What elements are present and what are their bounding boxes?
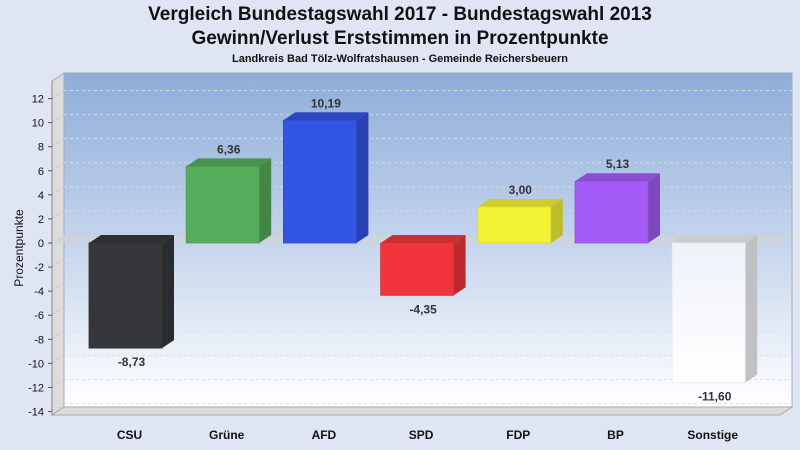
bar-front (477, 206, 552, 244)
y-tick-label: -10 (28, 358, 44, 370)
bar-side (356, 112, 369, 243)
data-label: 5,13 (606, 157, 630, 171)
bar-side (162, 235, 174, 349)
y-tick-label: -6 (34, 310, 44, 322)
gridline-diagonal (51, 306, 65, 316)
floor (50, 406, 794, 416)
y-tick-label: 10 (32, 118, 44, 130)
bar-csu (88, 235, 174, 349)
bar-afd (282, 112, 369, 244)
x-tick-label: SPD (409, 428, 434, 442)
bar-sonstige (671, 235, 758, 384)
y-tick-label: 2 (38, 214, 44, 226)
side-wall (51, 72, 65, 416)
bar-front (671, 242, 746, 384)
data-label: -8,73 (118, 355, 146, 369)
y-axis-label: Prozentpunkte (12, 209, 26, 287)
bar-top (283, 112, 369, 121)
y-tick-label: 12 (32, 94, 44, 106)
data-label: 3,00 (509, 183, 533, 197)
gridline-diagonal (51, 90, 65, 99)
bar-top (89, 235, 174, 243)
y-tick-label: 0 (38, 238, 44, 250)
data-label: 10,19 (311, 96, 341, 110)
bars (88, 112, 758, 384)
bar-spd (380, 235, 466, 296)
x-tick-label: Grüne (209, 428, 245, 442)
bar-top (575, 173, 660, 182)
y-tick-label: 8 (38, 142, 44, 154)
chart-subtitle: Gewinn/Verlust Erststimmen in Prozentpun… (191, 28, 609, 49)
y-tick-label: -2 (34, 262, 44, 274)
bar-side (259, 158, 272, 243)
gridline-diagonal (51, 282, 65, 292)
gridline-diagonal (51, 403, 65, 412)
x-tick-label: AFD (312, 428, 337, 442)
x-axis-labels: CSU Grüne AFD SPD FDP BP Sonstige (117, 428, 739, 442)
bar-top (477, 198, 563, 207)
gridline-diagonal (51, 162, 65, 172)
bar-bp (574, 173, 660, 244)
data-labels: -8,73 6,36 10,19 -4,35 3,00 5,13 -11,60 (118, 96, 732, 403)
y-tick-label: -12 (28, 382, 44, 394)
bar-front (185, 166, 260, 244)
x-tick-label: CSU (117, 428, 142, 442)
chart-title: Vergleich Bundestagswahl 2017 - Bundesta… (148, 4, 652, 25)
gridline-diagonal (51, 210, 65, 220)
x-tick-label: Sonstige (687, 428, 738, 442)
bar-grüne (185, 158, 272, 244)
x-tick-label: FDP (506, 428, 530, 442)
bar-front (282, 119, 357, 244)
bar-top (380, 235, 466, 243)
gridline-diagonal (51, 330, 65, 340)
y-tick-label: 6 (38, 166, 44, 178)
data-label: 6,36 (217, 142, 241, 156)
data-label: -4,35 (409, 302, 437, 316)
bar-front (380, 242, 455, 296)
bar-side (453, 235, 466, 296)
gridline-diagonal (51, 114, 65, 124)
y-tick-label: -8 (34, 334, 44, 346)
y-tick-label: -4 (34, 286, 44, 298)
gridline-diagonal (51, 186, 65, 196)
gridline-diagonal (51, 379, 65, 388)
gridline-diagonal (51, 138, 65, 148)
bar-front (574, 180, 649, 244)
bar-fdp (477, 198, 563, 244)
bar-front (88, 242, 163, 349)
bar-top (672, 235, 758, 243)
chart-subsubtitle: Landkreis Bad Tölz-Wolfratshausen - Geme… (232, 53, 568, 65)
y-tick-label: -14 (28, 407, 44, 419)
x-tick-label: BP (607, 428, 624, 442)
gridline-diagonal (51, 354, 65, 364)
gridline-diagonal (51, 258, 65, 268)
gridlines (51, 90, 792, 412)
bar-side (550, 198, 563, 243)
y-tick-label: 4 (38, 190, 44, 202)
data-label: -11,60 (698, 390, 732, 404)
y-axis: 12 10 8 6 4 2 0 -2 -4 -6 -8 -10 -12 -14 (28, 81, 53, 419)
bar-top (186, 158, 272, 167)
bar-side (745, 235, 758, 383)
bar-side (648, 173, 660, 243)
